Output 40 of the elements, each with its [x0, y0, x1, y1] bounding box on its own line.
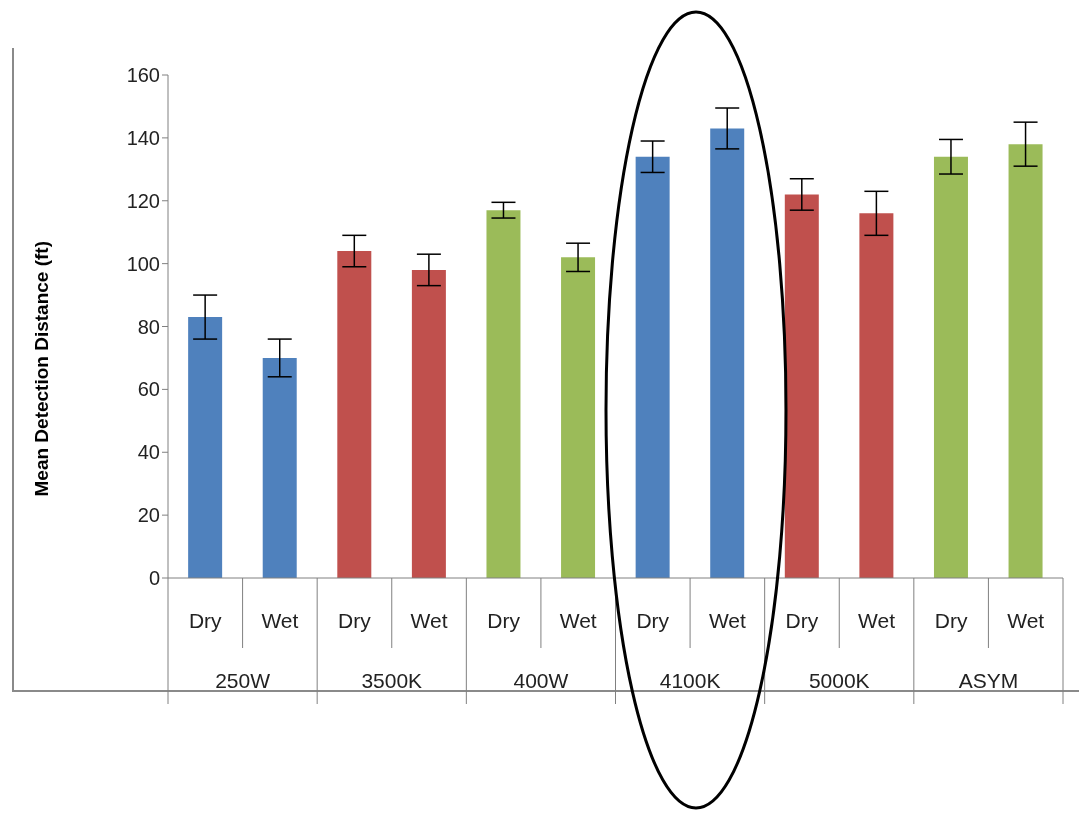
x-tick-label: Dry [934, 609, 968, 632]
x-tick-label: Dry [785, 609, 819, 632]
x-tick-label: Wet [1007, 609, 1045, 632]
bar [486, 210, 521, 578]
bar [933, 156, 968, 578]
bar [1008, 144, 1043, 578]
y-tick-label: 40 [137, 441, 160, 464]
x-tick-label: Wet [708, 609, 747, 632]
text: 4100K [659, 669, 721, 692]
y-tick-label: 0 [148, 567, 160, 590]
text: 400W [513, 669, 569, 692]
bar [188, 317, 223, 578]
text: ASYM [958, 669, 1019, 692]
x-tick-label: Dry [636, 609, 670, 632]
x-tick-label: Wet [261, 609, 299, 632]
y-tick-label: 20 [137, 504, 160, 527]
bar [859, 213, 894, 578]
text: 250W [215, 669, 271, 692]
y-tick-label: 160 [126, 64, 160, 87]
text: 3500K [361, 669, 423, 692]
y-axis-title: Mean Detection Distance (ft) [30, 241, 52, 497]
bar [784, 194, 819, 578]
bar [262, 357, 297, 578]
x-tick-label: Dry [487, 609, 521, 632]
x-tick-label: Wet [858, 609, 896, 632]
x-tick-label: Dry [338, 609, 372, 632]
bar [710, 128, 745, 578]
bar [635, 156, 670, 578]
y-tick-label: 100 [126, 252, 160, 275]
x-tick-label: Dry [188, 609, 223, 632]
y-tick-label: 80 [137, 315, 160, 338]
bar [411, 269, 446, 578]
bar [337, 251, 372, 578]
bar [561, 257, 596, 578]
x-tick-label: Wet [559, 609, 597, 632]
y-tick-label: 120 [126, 189, 160, 212]
text: 5000K [808, 669, 870, 692]
y-tick-label: 140 [126, 126, 160, 149]
y-tick-label: 60 [137, 378, 160, 401]
x-tick-label: Wet [410, 609, 448, 632]
